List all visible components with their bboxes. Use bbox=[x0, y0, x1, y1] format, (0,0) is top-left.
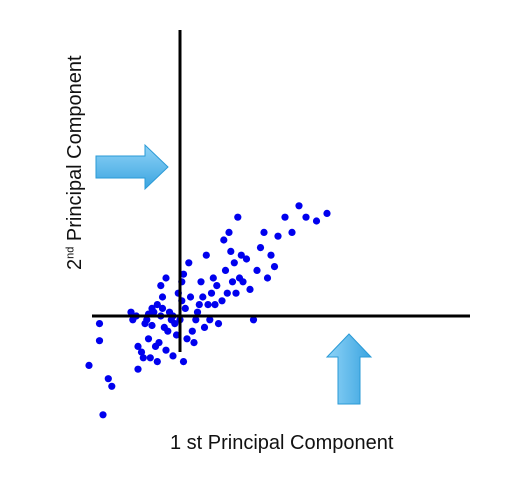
scatter-point bbox=[214, 320, 223, 328]
scatter-point bbox=[256, 244, 265, 252]
scatter-point bbox=[139, 354, 147, 362]
scatter-point bbox=[164, 327, 172, 335]
scatter-point bbox=[148, 321, 156, 330]
scatter-point bbox=[312, 217, 321, 225]
scatter-point bbox=[150, 308, 158, 316]
scatter-point bbox=[302, 213, 310, 221]
scatter-point bbox=[253, 266, 261, 274]
scatter-point bbox=[162, 274, 170, 282]
scatter-point bbox=[232, 289, 240, 297]
scatter-point bbox=[207, 289, 216, 297]
scatter-point bbox=[157, 282, 165, 290]
scatter-point bbox=[209, 274, 217, 282]
scatter-point bbox=[104, 375, 112, 383]
scatter-point bbox=[237, 251, 245, 259]
scatter-point bbox=[188, 327, 196, 335]
scatter-point bbox=[213, 282, 221, 290]
scatter-point bbox=[179, 270, 188, 278]
scatter-point bbox=[95, 320, 104, 328]
scatter-point bbox=[85, 361, 93, 369]
scatter-point bbox=[179, 358, 188, 366]
scatter-point bbox=[144, 335, 153, 343]
scatter-point bbox=[190, 339, 198, 347]
y-axis-label-rest: Principal Component bbox=[64, 55, 86, 247]
scatter-point bbox=[195, 301, 203, 309]
scatter-point bbox=[323, 209, 331, 217]
scatter-point bbox=[270, 263, 279, 271]
right-arrow-icon bbox=[95, 143, 169, 191]
x-axis-label: 1 st Principal Component bbox=[170, 432, 394, 454]
scatter-point bbox=[108, 382, 116, 390]
scatter-point bbox=[228, 278, 237, 286]
scatter-point bbox=[158, 293, 167, 301]
scatter-point bbox=[99, 411, 107, 419]
scatter-point bbox=[153, 301, 161, 309]
y-axis-label-prefix: 2 bbox=[64, 258, 86, 270]
y-axis-label-superscript: nd bbox=[64, 246, 77, 259]
scatter-point bbox=[134, 365, 142, 373]
scatter-point bbox=[204, 301, 212, 309]
scatter-point bbox=[263, 274, 272, 282]
scatter-point bbox=[186, 293, 195, 301]
scatter-point bbox=[169, 352, 177, 360]
scatter-point bbox=[220, 236, 228, 244]
scatter-point bbox=[134, 342, 142, 350]
scatter-point bbox=[218, 297, 226, 305]
scatter-point bbox=[200, 323, 209, 331]
scatter-point bbox=[267, 251, 275, 259]
scatter-point bbox=[230, 259, 238, 267]
scatter-point bbox=[155, 339, 163, 347]
scatter-point bbox=[171, 320, 179, 328]
scatter-point bbox=[249, 316, 258, 324]
scatter-point bbox=[281, 213, 289, 221]
scatter-point bbox=[183, 335, 191, 343]
scatter-point bbox=[234, 213, 242, 221]
scatter-point bbox=[295, 202, 303, 210]
scatter-point bbox=[143, 316, 151, 324]
scatter-point bbox=[227, 247, 235, 255]
up-arrow-icon bbox=[325, 333, 373, 405]
scatter-point bbox=[221, 266, 230, 274]
scatter-point bbox=[153, 358, 161, 366]
scatter-point bbox=[242, 255, 251, 263]
scatter-point bbox=[172, 331, 181, 339]
scatter-point bbox=[95, 337, 104, 345]
y-axis-label: 2nd Principal Component bbox=[64, 55, 87, 270]
scatter-point bbox=[239, 278, 247, 286]
scatter-point bbox=[197, 278, 205, 286]
scatter-point bbox=[206, 316, 214, 324]
scatter-point bbox=[288, 228, 296, 236]
scatter-point bbox=[127, 308, 135, 316]
scatter-point bbox=[274, 232, 282, 240]
scatter-point bbox=[192, 316, 200, 324]
scatter-points bbox=[85, 202, 331, 419]
scatter-point bbox=[162, 346, 170, 354]
scatter-point bbox=[137, 348, 146, 356]
scatter-point bbox=[199, 293, 207, 301]
scatter-point bbox=[260, 228, 268, 236]
scatter-point bbox=[211, 301, 219, 309]
scatter-point bbox=[146, 354, 154, 362]
scatter-point bbox=[158, 304, 167, 312]
scatter-point bbox=[181, 304, 189, 312]
scatter-point bbox=[202, 251, 210, 259]
scatter-point bbox=[193, 308, 202, 316]
scatter-point bbox=[246, 285, 254, 293]
scatter-point bbox=[223, 289, 231, 297]
scatter-point bbox=[225, 228, 233, 236]
scatter-point bbox=[185, 259, 193, 267]
